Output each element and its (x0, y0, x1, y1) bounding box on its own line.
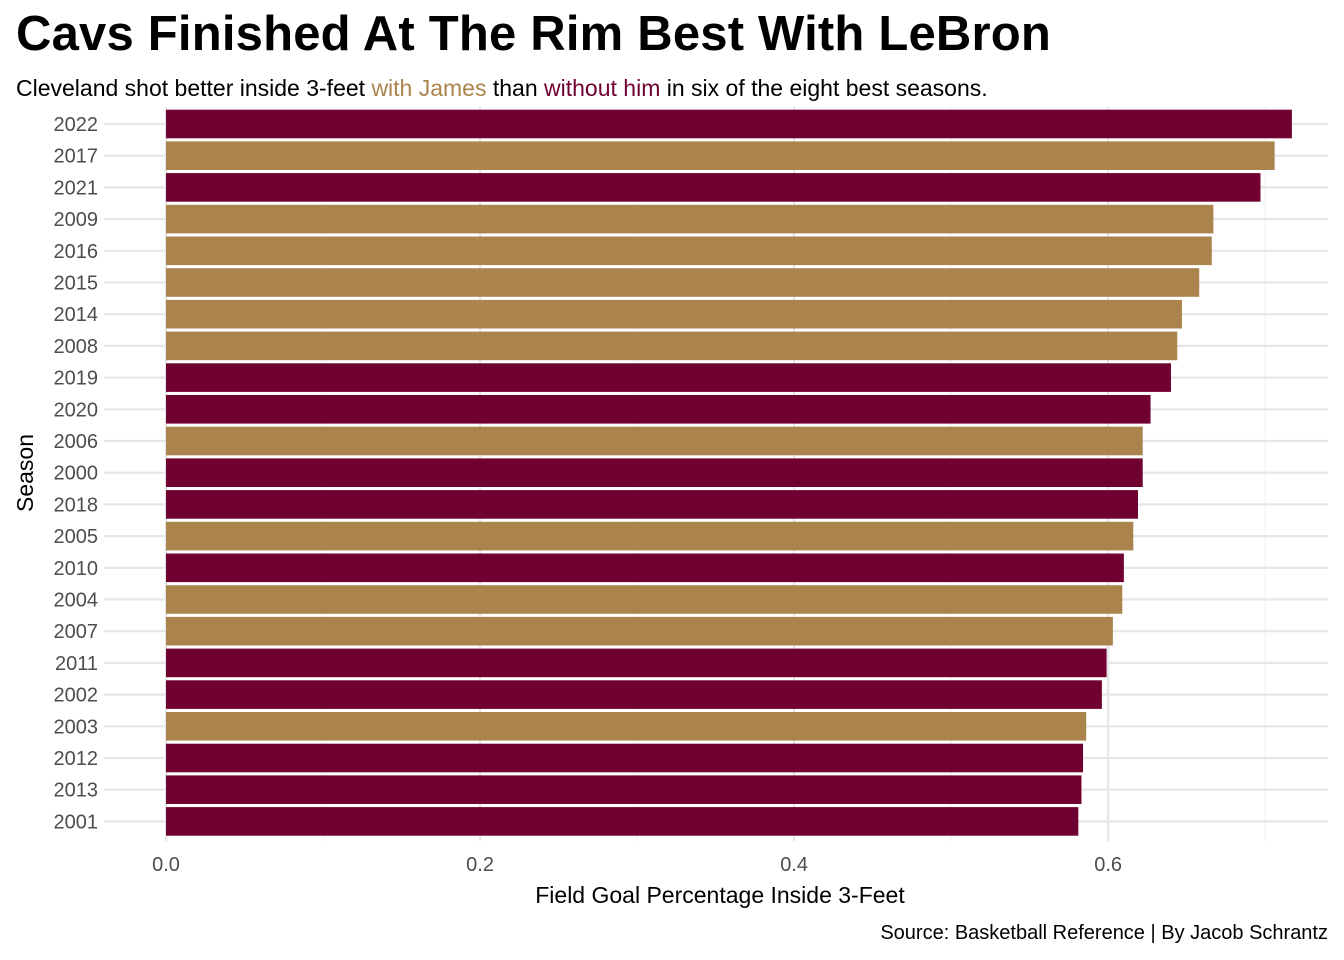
y-tick-label-2004: 2004 (54, 590, 99, 612)
bar-2001 (166, 807, 1079, 836)
y-tick-label-2010: 2010 (54, 558, 99, 580)
bar-2008 (166, 331, 1178, 361)
subtitle-with-james: with James (371, 75, 487, 101)
bar-2018 (166, 490, 1138, 519)
y-axis-label: Season (12, 434, 38, 512)
chart-caption: Source: Basketball Reference | By Jacob … (880, 922, 1328, 944)
bar-2014 (166, 299, 1182, 329)
y-tick-label-2018: 2018 (54, 494, 99, 516)
bar-2016 (166, 236, 1212, 266)
x-tick-label: 0.2 (466, 854, 494, 876)
bar-2013 (166, 775, 1082, 804)
bar-2002 (166, 680, 1102, 709)
bar-2009 (166, 204, 1214, 234)
y-tick-label-2016: 2016 (54, 241, 99, 263)
y-tick-label-2007: 2007 (54, 621, 99, 643)
y-tick-label-2009: 2009 (54, 209, 99, 231)
y-tick-label-2021: 2021 (54, 177, 99, 199)
bar-2021 (166, 173, 1261, 202)
subtitle-text-3: in six of the eight best seasons. (660, 75, 988, 101)
subtitle-text-2: than (486, 75, 545, 101)
y-tick-label-2022: 2022 (54, 114, 99, 136)
x-tick-label: 0.4 (780, 854, 808, 876)
bar-2020 (166, 395, 1151, 424)
bar-2007 (166, 616, 1113, 646)
chart-subtitle: Cleveland shot better inside 3-feet with… (16, 75, 988, 102)
bar-2003 (166, 712, 1087, 741)
y-tick-label-2012: 2012 (54, 748, 99, 770)
bar-2010 (166, 553, 1124, 583)
x-tick-labels: 0.0 0.2 0.4 0.6 (152, 854, 1122, 876)
bar-2012 (166, 743, 1084, 773)
y-tick-label-2005: 2005 (54, 526, 99, 548)
y-tick-label-2020: 2020 (54, 399, 99, 421)
bar-2005 (166, 521, 1134, 551)
bar-2004 (166, 585, 1123, 614)
bar-2015 (166, 268, 1200, 297)
bar-2011 (166, 648, 1107, 678)
y-tick-label-2002: 2002 (54, 685, 99, 707)
bar-2022 (166, 109, 1292, 139)
y-tick-label-2019: 2019 (54, 368, 99, 390)
y-tick-label-2001: 2001 (54, 811, 99, 833)
bar-2017 (166, 141, 1275, 170)
y-tick-label-2015: 2015 (54, 273, 99, 295)
x-axis-label: Field Goal Percentage Inside 3-Feet (535, 882, 905, 908)
y-tick-label-2011: 2011 (55, 653, 98, 675)
y-tick-label-2014: 2014 (54, 304, 99, 326)
y-tick-label-2008: 2008 (54, 336, 99, 358)
y-tick-label-2006: 2006 (54, 431, 99, 453)
bar-2006 (166, 426, 1143, 456)
y-tick-label-2003: 2003 (54, 716, 99, 738)
y-tick-label-2017: 2017 (54, 146, 99, 168)
bar-2019 (166, 363, 1171, 392)
subtitle-text-1: Cleveland shot better inside 3-feet (16, 75, 372, 101)
bar-layer (166, 109, 1292, 836)
x-tick-label: 0.0 (152, 854, 180, 876)
chart-title: Cavs Finished At The Rim Best With LeBro… (16, 7, 1052, 61)
x-tick-label: 0.6 (1094, 854, 1122, 876)
bar-2000 (166, 458, 1143, 487)
subtitle-without-him: without him (544, 75, 661, 101)
y-tick-label-2013: 2013 (54, 780, 99, 802)
y-tick-label-2000: 2000 (54, 463, 99, 485)
y-tick-labels: 2022 2017 2021 2009 2016 2015 2014 2008 2019 2020… (54, 114, 99, 833)
